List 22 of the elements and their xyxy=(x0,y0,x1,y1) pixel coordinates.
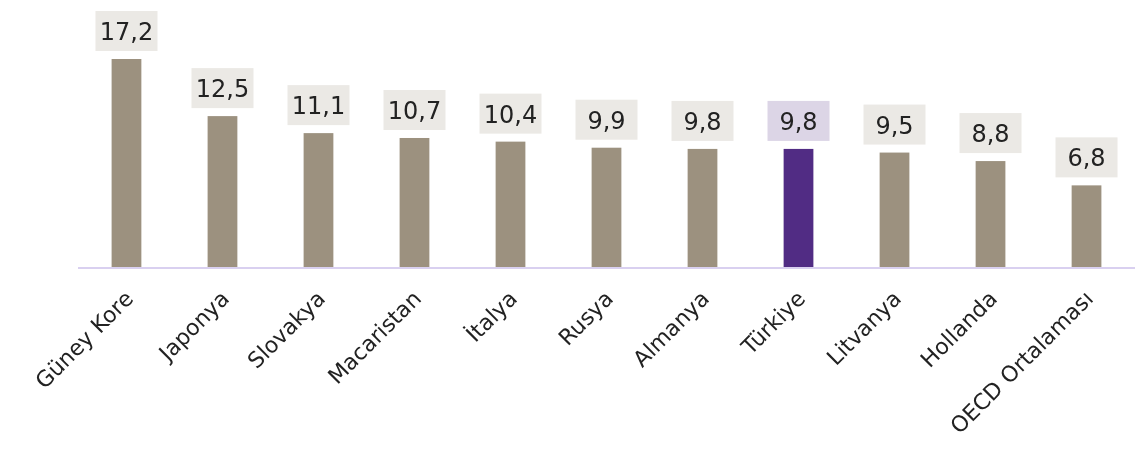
bar xyxy=(879,152,910,268)
bar xyxy=(687,148,718,268)
data-label: 9,8 xyxy=(779,107,818,136)
bar xyxy=(783,148,814,268)
data-label: 8,8 xyxy=(971,120,1010,149)
bar xyxy=(495,141,526,268)
data-label: 17,2 xyxy=(99,18,154,46)
data-label: 10,7 xyxy=(387,96,442,125)
bar xyxy=(399,137,430,268)
bar xyxy=(303,133,334,268)
data-label: 11,1 xyxy=(291,92,346,121)
bar xyxy=(591,147,622,268)
bar xyxy=(975,161,1006,268)
data-label: 9,5 xyxy=(875,111,914,140)
data-label: 9,8 xyxy=(683,107,722,136)
data-label: 9,9 xyxy=(587,106,626,135)
data-label: 12,5 xyxy=(195,75,250,104)
data-label: 10,4 xyxy=(483,100,538,129)
bar xyxy=(1071,185,1102,268)
data-label: 6,8 xyxy=(1067,144,1106,173)
bar xyxy=(111,59,142,268)
bar xyxy=(207,116,238,268)
